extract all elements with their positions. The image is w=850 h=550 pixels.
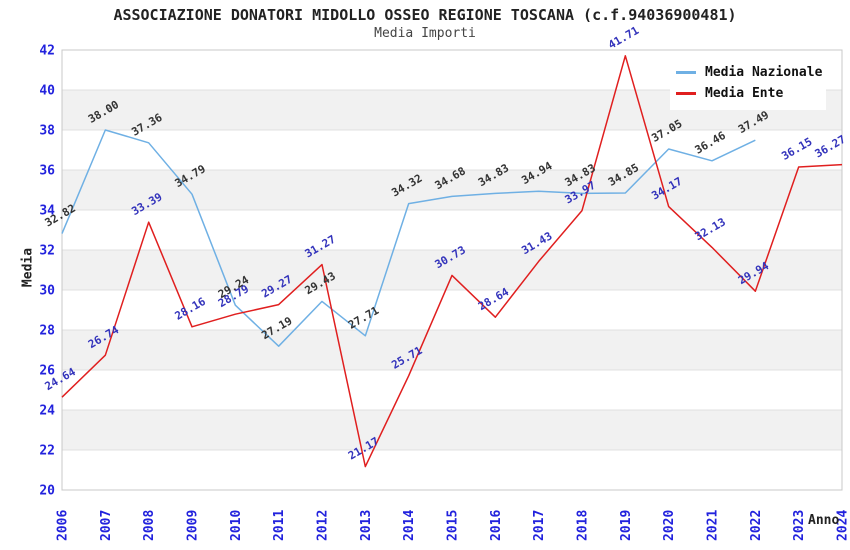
legend: Media Nazionale Media Ente [670,57,826,110]
x-tick-label: 2006 [56,510,71,541]
legend-label: Media Ente [705,86,784,101]
y-tick-label: 36 [39,164,55,179]
x-tick-label: 2024 [836,510,850,541]
x-tick-label: 2015 [446,510,461,541]
data-label: 36.27 [813,133,848,161]
y-tick-label: 32 [39,244,55,259]
y-tick-label: 20 [39,484,55,499]
x-tick-label: 2019 [619,510,634,541]
data-label: 27.71 [346,304,382,332]
chart-subtitle: Media Importi [374,26,476,41]
x-tick-label: 2013 [359,510,374,541]
media-nazionale-line-swatch-icon [676,71,696,74]
x-tick-label: 2014 [402,510,417,541]
legend-item-media-ente: Media Ente [676,83,820,104]
x-tick-label: 2008 [142,510,157,541]
x-tick-label: 2018 [576,510,591,541]
x-tick-label: 2020 [662,510,677,541]
y-tick-label: 34 [39,204,55,219]
data-label: 28.16 [173,295,209,323]
y-tick-label: 22 [39,444,55,459]
y-tick-label: 38 [39,124,55,139]
x-tick-label: 2022 [749,510,764,541]
plot-band [62,410,842,450]
chart-title: ASSOCIAZIONE DONATORI MIDOLLO OSSEO REGI… [113,6,737,24]
x-tick-label: 2009 [186,510,201,541]
x-tick-label: 2017 [532,510,547,541]
plot-band [62,170,842,210]
x-axis-title: Anno [808,513,840,528]
y-tick-label: 42 [39,44,55,59]
data-label: 36.15 [779,135,814,163]
x-tick-label: 2007 [99,510,114,541]
y-tick-label: 40 [39,84,55,99]
y-tick-label: 28 [39,324,55,339]
data-label: 32.13 [693,215,728,243]
x-tick-label: 2011 [272,510,287,541]
media-ente-line [61,55,843,468]
x-tick-label: 2012 [316,510,331,541]
plot-border [61,49,843,491]
y-tick-label: 30 [39,284,55,299]
y-tick-label: 24 [39,404,55,419]
plot-band [62,330,842,370]
legend-label: Media Nazionale [705,65,823,80]
x-tick-label: 2010 [229,510,244,541]
x-tick-label: 2021 [706,510,721,541]
y-axis-title: Media [20,247,36,288]
y-tick-label: 26 [39,364,55,379]
data-label: 41.71 [606,24,642,52]
media-ente-line-swatch-icon [676,92,696,95]
data-label: 36.46 [693,129,729,157]
plot-band [62,250,842,290]
x-tick-label: 2016 [489,510,504,541]
legend-item-media-nazionale: Media Nazionale [676,62,823,83]
x-tick-label: 2023 [792,510,807,541]
media-nazionale-line [61,129,756,347]
